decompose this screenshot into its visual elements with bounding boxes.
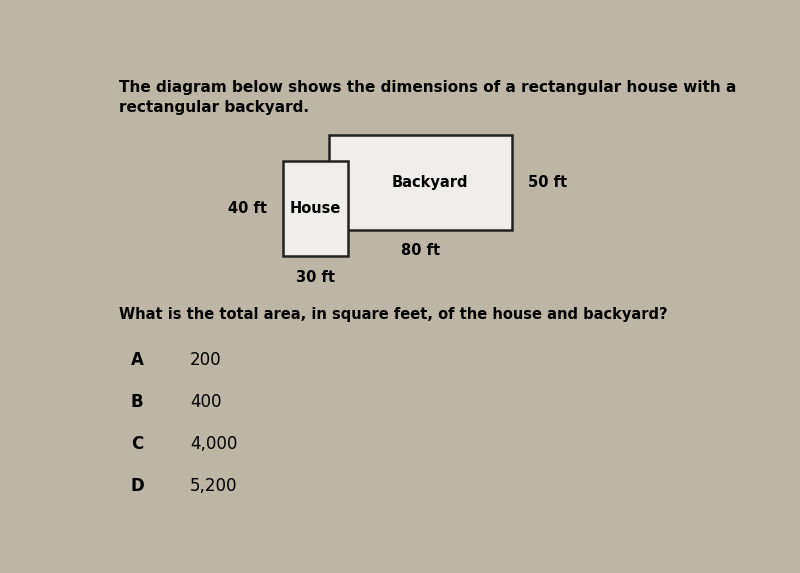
Text: 40 ft: 40 ft bbox=[229, 201, 267, 217]
Text: 5,200: 5,200 bbox=[190, 477, 238, 495]
Text: 80 ft: 80 ft bbox=[402, 243, 441, 258]
Text: The diagram below shows the dimensions of a rectangular house with a
rectangular: The diagram below shows the dimensions o… bbox=[118, 80, 736, 115]
Text: House: House bbox=[290, 201, 341, 217]
Text: 30 ft: 30 ft bbox=[296, 269, 335, 285]
Text: A: A bbox=[131, 351, 144, 369]
Text: What is the total area, in square feet, of the house and backyard?: What is the total area, in square feet, … bbox=[118, 307, 667, 322]
Text: D: D bbox=[131, 477, 145, 495]
Text: C: C bbox=[131, 435, 143, 453]
Bar bbox=[283, 162, 348, 256]
Text: 200: 200 bbox=[190, 351, 222, 369]
Text: 4,000: 4,000 bbox=[190, 435, 238, 453]
Text: Backyard: Backyard bbox=[392, 175, 469, 190]
Text: B: B bbox=[131, 393, 144, 411]
Text: 50 ft: 50 ft bbox=[528, 175, 567, 190]
Text: 400: 400 bbox=[190, 393, 222, 411]
Bar bbox=[330, 135, 512, 230]
